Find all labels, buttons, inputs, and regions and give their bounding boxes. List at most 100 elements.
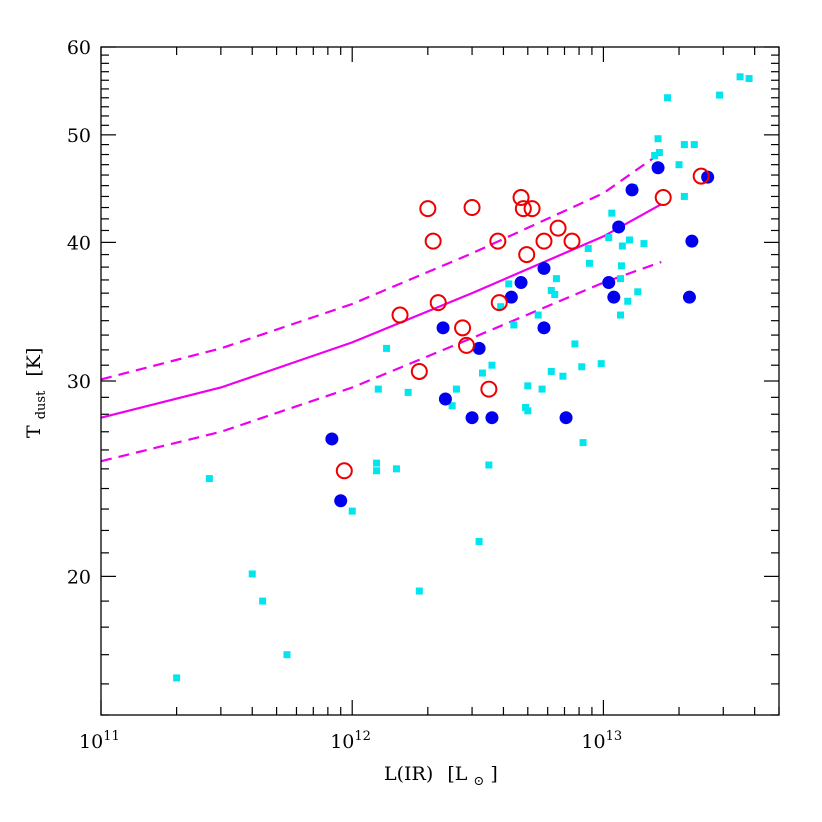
cyan-square-point bbox=[578, 363, 586, 371]
cyan-square-point bbox=[617, 262, 625, 270]
cyan-square-point bbox=[505, 280, 513, 288]
x-axis-title-main: L(IR) bbox=[384, 763, 433, 785]
red-open-point bbox=[490, 294, 508, 312]
y-axis-title-sub: dust bbox=[34, 390, 49, 419]
cyan-square-point bbox=[584, 244, 592, 252]
cyan-square-point bbox=[383, 344, 391, 352]
blue-filled-point bbox=[559, 411, 573, 425]
cyan-square-point bbox=[680, 141, 688, 149]
cyan-square-point bbox=[475, 538, 483, 546]
fit-line-dashed bbox=[100, 151, 662, 381]
red-open-point bbox=[549, 219, 567, 237]
blue-filled-point bbox=[438, 392, 452, 406]
cyan-square-point bbox=[173, 674, 181, 682]
blue-filled-point bbox=[607, 290, 621, 304]
red-open-point bbox=[523, 200, 541, 218]
cyan-square-point bbox=[485, 461, 493, 469]
red-open-point bbox=[463, 199, 481, 217]
cyan-square-point bbox=[624, 297, 632, 305]
x-axis-title-close: ] bbox=[490, 763, 497, 785]
red-open-point bbox=[514, 200, 532, 218]
cyan-square-point bbox=[552, 275, 560, 283]
tick-labels: 1011 1012 1013 20 30 40 50 60 bbox=[67, 37, 622, 753]
cyan-square-point bbox=[248, 570, 256, 578]
red-open-point bbox=[454, 319, 472, 337]
cyan-square-point bbox=[373, 467, 381, 475]
blue-filled-point bbox=[325, 432, 339, 446]
red-open-point bbox=[410, 362, 428, 380]
x-axis-title: L(IR) [L ⊙ ] bbox=[384, 763, 498, 790]
x-tick-label: 1012 bbox=[330, 729, 371, 753]
cyan-square-point bbox=[625, 236, 633, 244]
cyan-square-point bbox=[497, 303, 505, 311]
red-open-point bbox=[424, 232, 442, 250]
cyan-square-point bbox=[716, 91, 724, 99]
blue-filled-point bbox=[682, 290, 696, 304]
cyan-square-point bbox=[452, 385, 460, 393]
cyan-square-point bbox=[690, 141, 698, 149]
cyan-square-point bbox=[680, 192, 688, 200]
red-open-point bbox=[429, 294, 447, 312]
cyan-square-point bbox=[617, 275, 625, 283]
y-axis-title-units: [K] bbox=[23, 348, 45, 377]
blue-filled-point bbox=[602, 276, 616, 290]
cyan-square-point bbox=[585, 259, 593, 267]
y-tick-label: 50 bbox=[67, 125, 91, 147]
x-axis-title-sub: ⊙ bbox=[473, 774, 484, 789]
blue-filled-point bbox=[612, 220, 626, 234]
red-open-point bbox=[457, 336, 475, 354]
cyan-square-point bbox=[654, 135, 662, 143]
blue-filled-point bbox=[472, 341, 486, 355]
cyan-square-point bbox=[597, 360, 605, 368]
cyan-square-point bbox=[524, 382, 532, 390]
cyan-square-point bbox=[664, 94, 672, 102]
y-tick-label: 60 bbox=[67, 37, 91, 59]
blue-filled-point bbox=[537, 261, 551, 275]
cyan-square-point bbox=[651, 152, 659, 160]
ticks-layer bbox=[100, 46, 780, 716]
cyan-square-point bbox=[205, 475, 213, 483]
cyan-square-point bbox=[488, 361, 496, 369]
red-open-point bbox=[654, 189, 672, 207]
cyan-square-point bbox=[608, 209, 616, 217]
red-open-point bbox=[480, 380, 498, 398]
y-tick-label: 40 bbox=[67, 232, 91, 254]
blue-filled-point bbox=[625, 183, 639, 197]
blue-filled-point bbox=[685, 234, 699, 248]
cyan-square-point bbox=[348, 507, 356, 515]
red-open-point bbox=[535, 232, 553, 250]
cyan-square-point bbox=[551, 290, 559, 298]
fit-line bbox=[100, 203, 662, 419]
cyan-square-point bbox=[634, 288, 642, 296]
red-open-point bbox=[692, 167, 710, 185]
cyan-square-point bbox=[524, 407, 532, 415]
cyan-square-point bbox=[559, 372, 567, 380]
fit-lines bbox=[100, 151, 662, 463]
cyan-square-point bbox=[655, 149, 663, 157]
blue-filled-point bbox=[334, 494, 348, 508]
red-open-point bbox=[335, 462, 353, 480]
cyan-square-point bbox=[605, 234, 613, 242]
red-open-point bbox=[518, 246, 536, 264]
red-open-point bbox=[489, 232, 507, 250]
red-open-point bbox=[419, 200, 437, 218]
blue-filled-point bbox=[537, 321, 551, 335]
cyan-square-point bbox=[373, 459, 381, 467]
data-points bbox=[173, 73, 753, 682]
y-axis-title: T dust [K] bbox=[23, 348, 50, 438]
cyan-square-point bbox=[448, 402, 456, 410]
x-tick-label: 1011 bbox=[79, 729, 120, 753]
cyan-square-point bbox=[374, 385, 382, 393]
y-tick-label: 20 bbox=[67, 566, 91, 588]
cyan-square-point bbox=[736, 73, 744, 81]
x-tick-label: 1013 bbox=[581, 729, 622, 753]
cyan-square-point bbox=[579, 439, 587, 447]
blue-filled-point bbox=[465, 411, 479, 425]
cyan-square-point bbox=[259, 597, 267, 605]
cyan-square-point bbox=[538, 385, 546, 393]
x-axis-title-unit: [L bbox=[447, 763, 467, 785]
red-open-point bbox=[391, 306, 409, 324]
cyan-square-point bbox=[618, 242, 626, 250]
blue-filled-point bbox=[504, 290, 518, 304]
